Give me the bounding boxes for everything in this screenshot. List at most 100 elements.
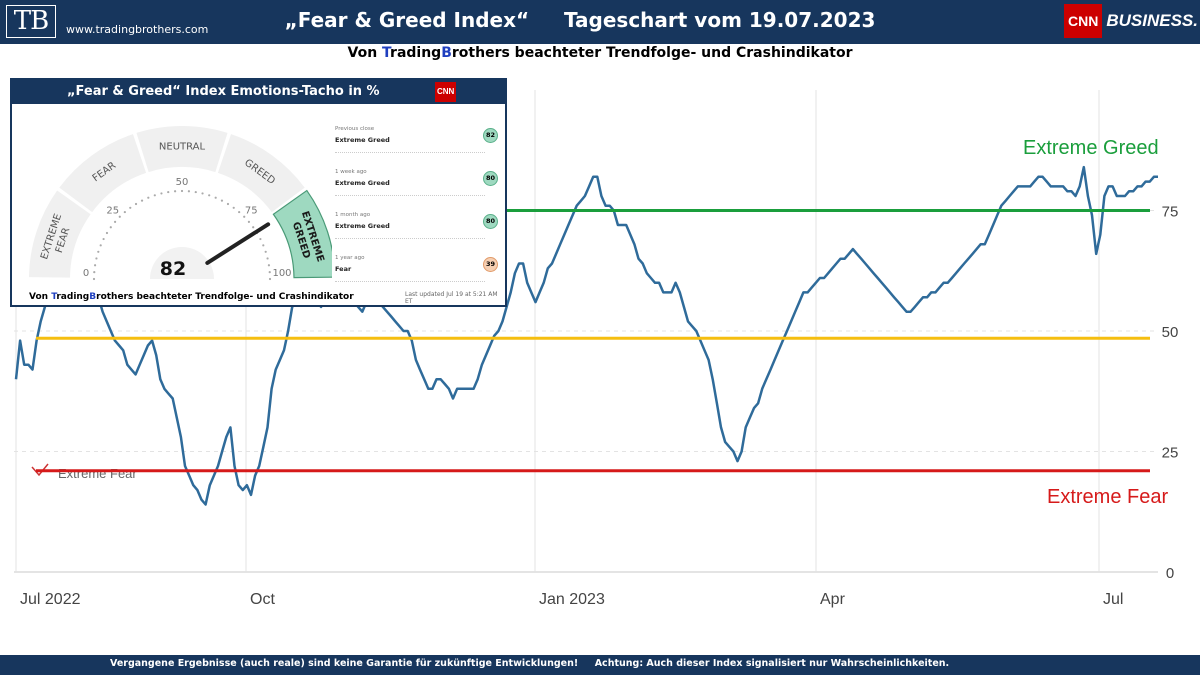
cnn-logo-mark: CNN: [1064, 4, 1103, 38]
cnn-business-logo: CNN BUSINESS.: [1064, 4, 1198, 38]
gauge-segment-label: NEUTRAL: [159, 142, 206, 153]
x-axis: Jul 2022 Oct Jan 2023 Apr Jul: [20, 591, 1123, 608]
gauge-dot: [147, 196, 150, 199]
check-icon: [31, 463, 49, 477]
gauge-value: 82: [160, 258, 186, 280]
gauge-dot: [118, 215, 121, 218]
gauge-dot: [180, 189, 184, 193]
y-axis: 0 25 50 75: [1162, 204, 1179, 583]
y-tick-label: 25: [1162, 445, 1179, 462]
gauge-dot: [262, 244, 265, 247]
x-tick-label: Oct: [250, 591, 275, 608]
gauge-dot: [109, 226, 112, 229]
cnn-extreme-fear-label: Extreme Fear: [58, 466, 137, 481]
x-tick-label: Jul 2022: [20, 591, 81, 608]
history-rating: Extreme Greed: [335, 179, 390, 187]
inset-footer-rest: rothers beachteter Trendfolge- und Crash…: [96, 292, 354, 302]
gauge-tick-labels: 0 25 50 75 100: [83, 177, 292, 279]
gauge-dot: [167, 190, 170, 194]
gauge-dot: [160, 192, 163, 195]
gauge-dot: [243, 215, 246, 218]
gauge-tick-label: 0: [83, 268, 89, 279]
gauge-dot: [129, 206, 132, 209]
gauge-dot: [208, 194, 211, 197]
gauge-tick-label: 100: [272, 268, 291, 279]
history-item: 1 year ago Fear 39: [335, 255, 498, 285]
gauge-dot: [226, 202, 230, 206]
gauge-dot: [232, 206, 235, 209]
gauge-dot: [173, 190, 177, 193]
x-tick-label: Jul: [1103, 591, 1123, 608]
y-tick-label: 50: [1162, 324, 1179, 341]
history-divider: [335, 281, 485, 282]
subtitle-rading: rading: [390, 45, 442, 61]
page-subtitle: Von TradingBrothers beachteter Trendfolg…: [0, 45, 1200, 61]
history-label: 1 year ago: [335, 255, 365, 261]
gauge-tick-label: 50: [176, 177, 189, 188]
extreme-fear-annotation: Extreme Fear: [1047, 486, 1169, 508]
gauge-dot: [252, 226, 255, 229]
x-tick-label: Apr: [820, 591, 846, 608]
gauge-segment-label: EXTREMEFEAR: [39, 212, 75, 264]
history-badge: 80: [483, 171, 498, 186]
gauge-dot: [268, 277, 272, 281]
extreme-greed-annotation: Extreme Greed: [1023, 137, 1159, 159]
gauge-segment: [217, 134, 305, 213]
inset-footer: Von TradingBrothers beachteter Trendfolg…: [29, 292, 354, 302]
page-title: „Fear & Greed Index“ Tageschart vom 19.0…: [284, 8, 876, 32]
gauge-dot: [153, 194, 156, 197]
history-badge: 39: [483, 257, 498, 272]
cnn-extreme-fear-marker: Extreme Fear: [31, 463, 137, 481]
gauge-dot: [134, 202, 138, 206]
gauge-dot: [97, 250, 100, 253]
history-divider: [335, 195, 485, 196]
history-label: 1 week ago: [335, 169, 367, 175]
gauge-tick-label: 75: [245, 206, 258, 217]
gauge-segment: [136, 126, 228, 173]
history-divider: [335, 238, 485, 239]
gauge-dot: [187, 190, 191, 193]
gauge-dot: [123, 210, 126, 214]
inset-business-wordmark: BUSINESS.: [437, 109, 486, 119]
history-rating: Extreme Greed: [335, 222, 390, 230]
history-badge: 80: [483, 214, 498, 229]
gauge-inset: „Fear & Greed“ Index Emotions-Tacho in %…: [10, 78, 507, 307]
reference-lines: [36, 209, 1150, 473]
gauge-dot: [264, 250, 267, 253]
subtitle-b: B: [441, 45, 452, 61]
tb-logo[interactable]: TB: [6, 5, 56, 38]
gauge-dot: [201, 192, 204, 195]
emotion-gauge: EXTREMEFEARFEARNEUTRALGREEDEXTREMEGREED …: [29, 126, 332, 281]
gauge-hub: [150, 247, 214, 279]
gauge-dot: [102, 237, 105, 241]
history-label: 1 month ago: [335, 212, 371, 218]
series-line: [14, 165, 1158, 506]
inset-title: „Fear & Greed“ Index Emotions-Tacho in %: [67, 84, 380, 99]
gauge-dots: [92, 189, 272, 281]
website-link[interactable]: www.tradingbrothers.com: [66, 23, 209, 36]
subtitle-t: T: [382, 45, 391, 61]
gauge-dot: [247, 220, 251, 223]
gauge-dot: [194, 190, 197, 194]
gauge-dot: [267, 264, 271, 267]
gauge-segment: [272, 189, 332, 279]
gauge-needle: [205, 222, 271, 265]
header-bar: TB www.tradingbrothers.com „Fear & Greed…: [0, 0, 1200, 44]
history-label: Previous close: [335, 126, 375, 132]
gauge-dot: [93, 270, 96, 274]
gauge-dot: [238, 210, 241, 214]
gauge-segment: [29, 190, 91, 278]
history-item: Previous close Extreme Greed 82: [335, 126, 498, 156]
history-rating: Fear: [335, 265, 352, 273]
inset-cnn-logo: CNN BUSINESS.: [435, 82, 505, 119]
gauge-segment: [59, 134, 147, 213]
gauge-dot: [140, 199, 144, 202]
gauge-dot: [92, 277, 96, 281]
inset-footer-prefix: Von: [29, 292, 52, 302]
history-badge: 82: [483, 128, 498, 143]
gauge-dot: [113, 220, 117, 223]
gauge-dot: [268, 270, 271, 274]
gauge-dot: [214, 196, 217, 199]
gauge-tick-label: 25: [106, 206, 119, 217]
